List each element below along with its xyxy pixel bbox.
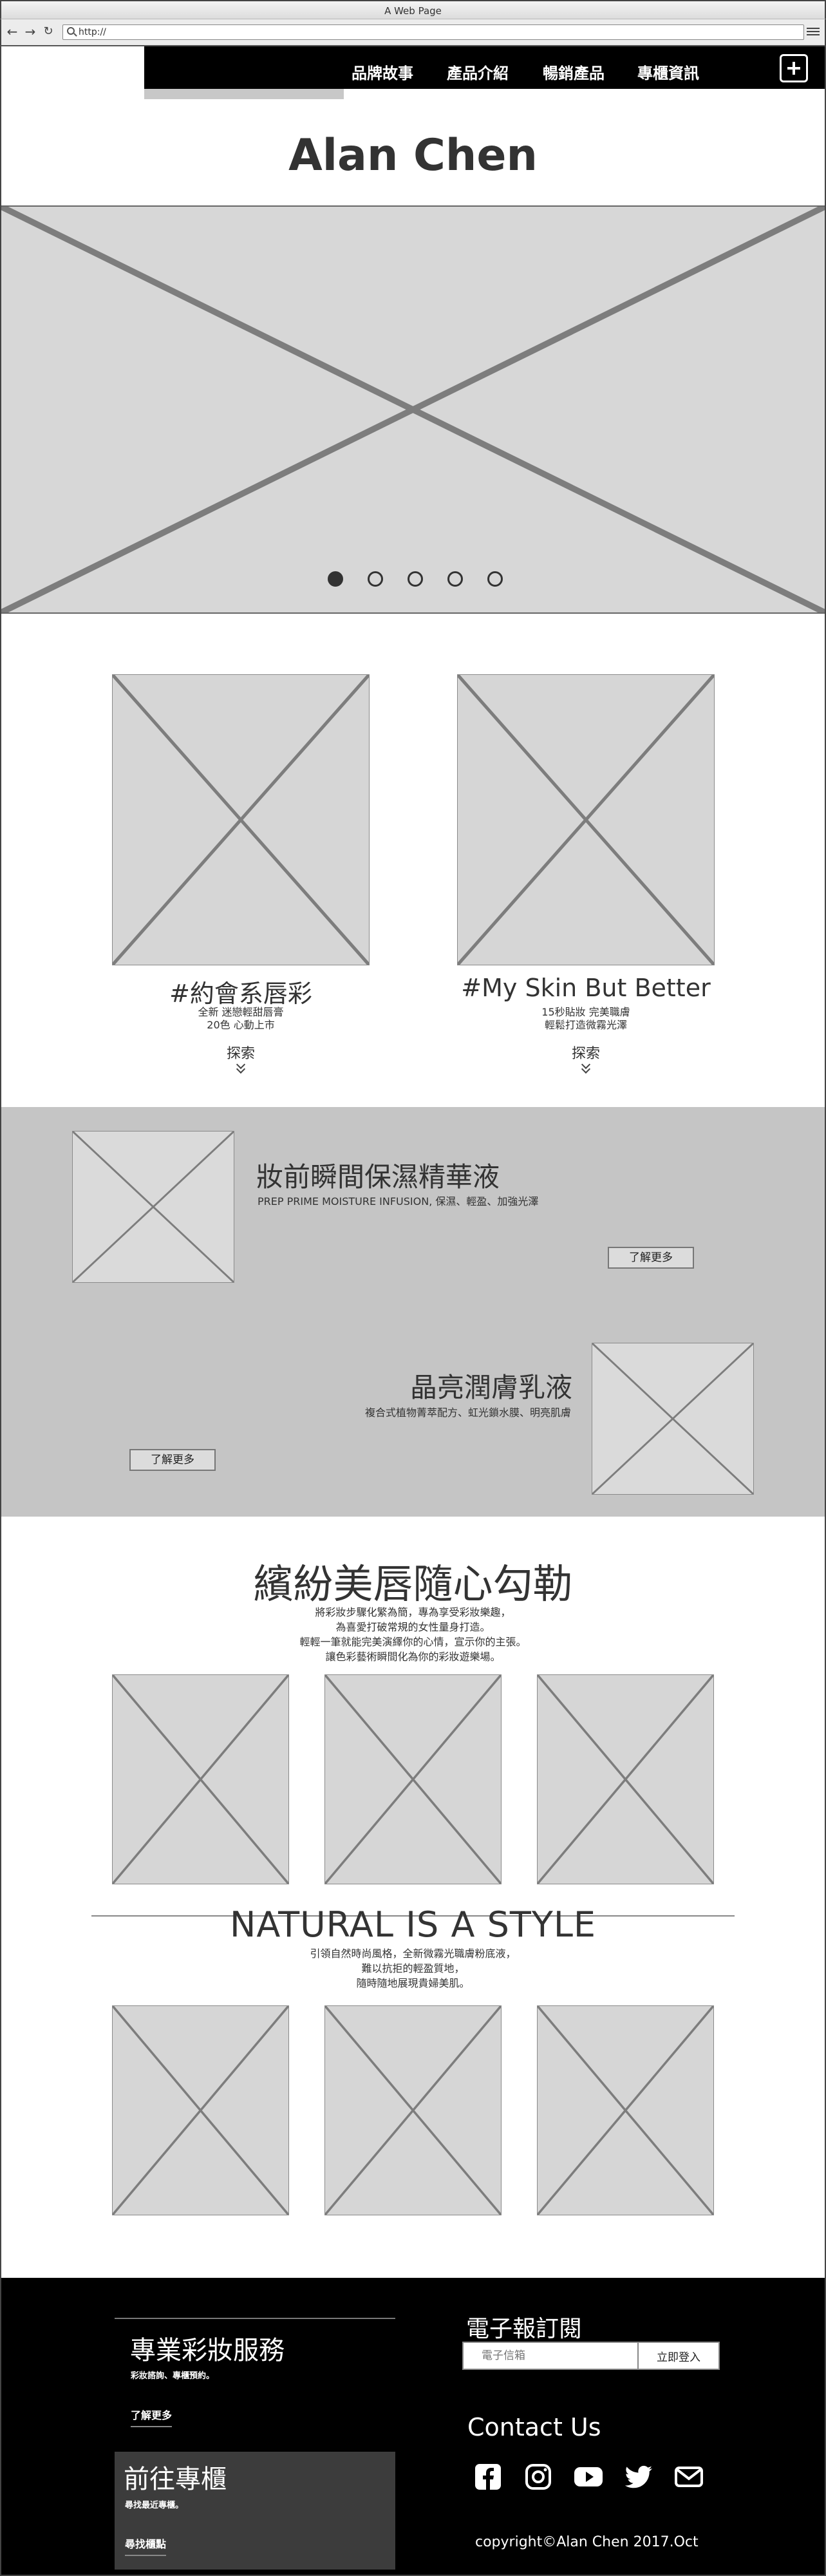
product-title: #My Skin But Better (461, 974, 711, 1002)
section-description: 引領自然時尚風格，全新微霧光職膚粉底液， 難以抗拒的輕盈質地， 隨時隨地展現貴婦… (1, 1946, 825, 1991)
featured-image-placeholder (592, 1343, 754, 1495)
instagram-icon[interactable] (521, 2461, 555, 2492)
top-nav: 品牌故事 產品介紹 暢銷產品 專櫃資訊 (144, 46, 825, 89)
gallery-image-placeholder[interactable] (324, 1674, 502, 1884)
hero-image-placeholder (1, 207, 825, 614)
carousel-dot[interactable] (368, 571, 383, 587)
divider (91, 1915, 735, 1917)
product-line: 全新 迷戀輕甜唇膏 (198, 1006, 284, 1018)
window-titlebar: A Web Page (0, 0, 826, 19)
gallery-image-placeholder[interactable] (112, 1674, 289, 1884)
web-page: 品牌故事 產品介紹 暢銷產品 專櫃資訊 Alan Chen #約會系唇彩 全新 … (0, 46, 826, 2576)
product-line: 15秒貼妝 完美職膚 (541, 1006, 630, 1018)
featured-title: 晶亮潤膚乳液 (409, 1372, 572, 1403)
explore-link[interactable]: 探索 (226, 1046, 255, 1062)
contact-title: Contact Us (467, 2413, 601, 2441)
featured-subtitle: PREP PRIME MOISTURE INFUSION, 保濕、輕盈、加強光澤 (258, 1195, 539, 1208)
carousel-dots (328, 571, 508, 588)
window-title: A Web Page (384, 5, 442, 17)
gallery-image-placeholder[interactable] (112, 2005, 289, 2215)
nav-item-brand-story[interactable]: 品牌故事 (352, 64, 413, 82)
product-image-placeholder[interactable] (112, 674, 370, 965)
copyright: copyright©Alan Chen 2017.Oct (475, 2534, 699, 2550)
gallery-image-placeholder[interactable] (324, 2005, 502, 2215)
carousel-dot[interactable] (487, 571, 503, 587)
divider (115, 2318, 395, 2319)
description-line: 隨時隨地展現貴婦美肌。 (356, 1977, 470, 1989)
nav-item-counters[interactable]: 專櫃資訊 (637, 64, 699, 82)
carousel-dot[interactable] (328, 571, 343, 587)
reload-icon[interactable]: ↻ (43, 24, 53, 38)
nav-decoration (144, 89, 344, 99)
chevron-down-icon[interactable] (581, 1063, 590, 1072)
featured-band: 妝前瞬間保濕精華液 PREP PRIME MOISTURE INFUSION, … (1, 1107, 825, 1517)
description-line: 輕輕一筆就能完美演繹你的心情，宣示你的主張。 (299, 1636, 527, 1648)
explore-link[interactable]: 探索 (571, 1046, 600, 1062)
mail-icon[interactable] (672, 2461, 706, 2492)
site-title: Alan Chen (288, 130, 538, 181)
search-icon (67, 27, 75, 35)
find-store-link[interactable]: 尋找櫃點 (125, 2535, 167, 2556)
carousel-dot[interactable] (408, 571, 423, 587)
chevron-down-icon[interactable] (236, 1063, 245, 1072)
email-field[interactable] (464, 2343, 639, 2369)
section-title: NATURAL IS A STYLE (229, 1904, 597, 1945)
back-icon[interactable]: ← (6, 24, 18, 39)
plus-icon[interactable] (780, 54, 808, 82)
product-title: #約會系唇彩 (169, 980, 312, 1008)
youtube-icon[interactable] (572, 2461, 605, 2492)
newsletter-title: 電子報訂閱 (466, 2316, 583, 2342)
url-input[interactable] (79, 26, 787, 38)
product-image-placeholder[interactable] (457, 674, 715, 965)
service-title: 專業彩妝服務 (130, 2336, 285, 2365)
description-line: 引領自然時尚風格，全新微霧光職膚粉底液， (310, 1947, 516, 1960)
browser-menu-icon[interactable] (807, 26, 820, 39)
carousel-dot[interactable] (447, 571, 463, 587)
footer: 專業彩妝服務 彩妝諮詢、專櫃預約。 了解更多 前往專櫃 尋找最近專櫃。 尋找櫃點… (1, 2278, 825, 2575)
newsletter-form: 立即登入 (462, 2342, 720, 2370)
product-line: 20色 心動上市 (207, 1019, 275, 1031)
service-text: 彩妝諮詢、專櫃預約。 (131, 2371, 215, 2381)
nav-item-products[interactable]: 產品介紹 (447, 64, 509, 82)
forward-icon[interactable]: → (24, 24, 36, 39)
url-bar[interactable] (62, 24, 804, 40)
section-description: 將彩妝步驟化繁為簡，專為享受彩妝樂趣， 為喜愛打破常規的女性量身打造。 輕輕一筆… (1, 1605, 825, 1664)
twitter-icon[interactable] (622, 2461, 655, 2492)
featured-image-placeholder (72, 1131, 234, 1283)
store-title: 前往專櫃 (124, 2465, 227, 2494)
learn-more-button[interactable]: 了解更多 (608, 1247, 694, 1269)
section-title: 繽紛美唇隨心勾勒 (253, 1560, 573, 1607)
nav-item-best-sellers[interactable]: 暢銷產品 (543, 64, 605, 82)
description-line: 難以抗拒的輕盈質地， (361, 1962, 465, 1975)
learn-more-button[interactable]: 了解更多 (129, 1449, 216, 1471)
learn-more-link[interactable]: 了解更多 (131, 2407, 173, 2427)
featured-subtitle: 複合式植物菁萃配方、虹光鎖水膜、明亮肌膚 (364, 1406, 571, 1419)
gallery-image-placeholder[interactable] (537, 1674, 714, 1884)
browser-toolbar: ← → ↻ (0, 19, 826, 46)
product-line: 輕鬆打造微霧光澤 (544, 1019, 627, 1031)
subscribe-button[interactable]: 立即登入 (639, 2343, 718, 2369)
divider (1, 205, 825, 207)
facebook-icon[interactable] (471, 2461, 505, 2492)
gallery-image-placeholder[interactable] (537, 2005, 714, 2215)
description-line: 讓色彩藝術瞬間化為你的彩妝遊樂場。 (325, 1651, 501, 1663)
store-finder-box: 前往專櫃 尋找最近專櫃。 尋找櫃點 (115, 2452, 395, 2570)
description-line: 為喜愛打破常規的女性量身打造。 (335, 1621, 491, 1633)
featured-title: 妝前瞬間保濕精華液 (256, 1161, 500, 1193)
store-text: 尋找最近專櫃。 (125, 2501, 184, 2510)
description-line: 將彩妝步驟化繁為簡，專為享受彩妝樂趣， (315, 1606, 511, 1618)
